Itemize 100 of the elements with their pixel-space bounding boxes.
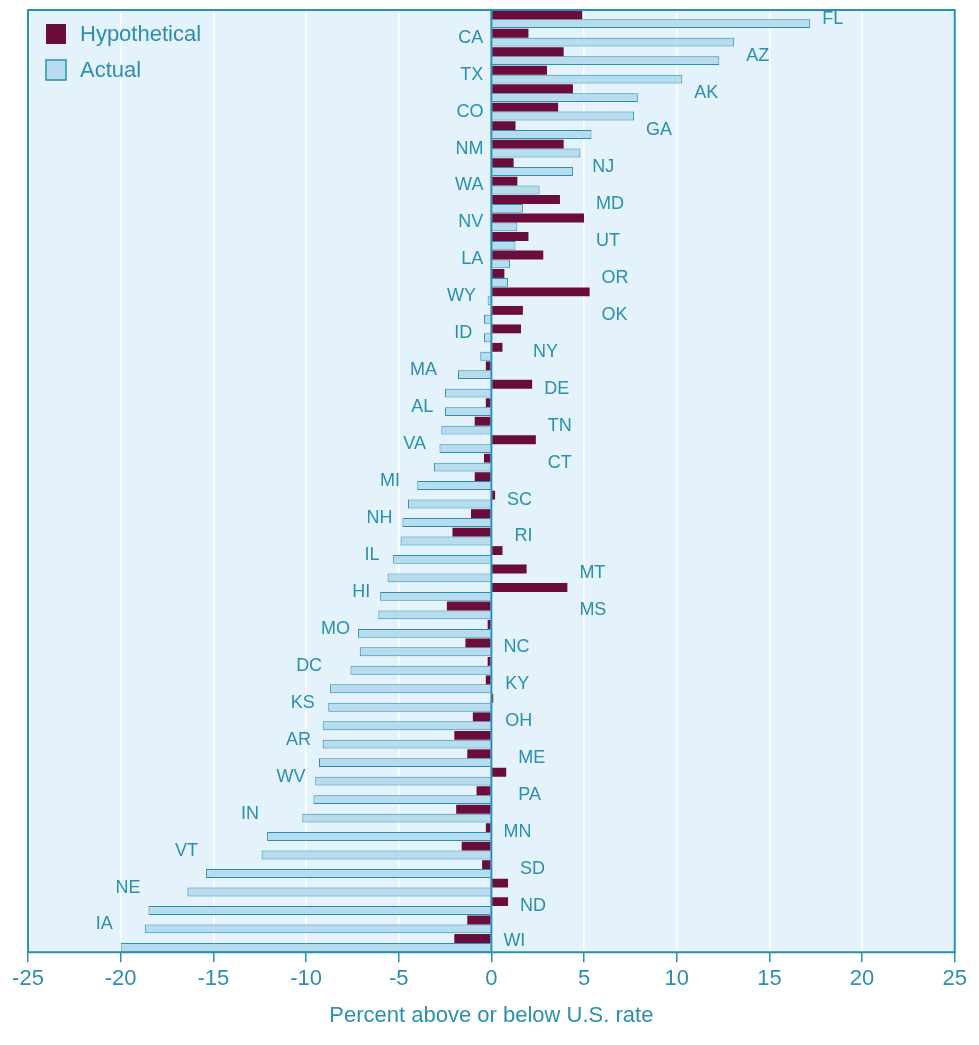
y-tick-label: IL	[364, 543, 380, 564]
bar	[492, 47, 564, 57]
y-tick-label: WI	[503, 930, 526, 951]
bar	[454, 730, 491, 740]
bar	[483, 453, 491, 463]
bar	[492, 379, 533, 389]
bar	[492, 232, 529, 241]
y-tick-label: KS	[290, 691, 315, 712]
bar	[476, 786, 491, 796]
y-tick-label: MO	[320, 617, 350, 638]
bar	[467, 749, 491, 759]
y-tick-label: WY	[446, 285, 476, 306]
y-tick-label: OR	[601, 266, 629, 287]
bar	[465, 638, 491, 648]
y-tick-label: ME	[518, 747, 546, 768]
y-tick-label: LA	[461, 248, 484, 269]
y-tick-label: GA	[646, 119, 673, 140]
bar	[492, 195, 560, 204]
y-tick-label: PA	[518, 784, 541, 805]
x-tick-label: 25	[942, 965, 968, 991]
y-tick-label: UT	[596, 229, 621, 250]
bar	[474, 416, 491, 426]
x-tick-label: -15	[197, 965, 230, 991]
y-tick-label: DC	[296, 654, 323, 675]
y-tick-label: OK	[601, 303, 628, 324]
y-tick-label: MA	[410, 359, 438, 380]
bar	[492, 287, 590, 297]
bar	[492, 897, 509, 907]
y-tick-label: ND	[520, 894, 547, 915]
bar	[474, 472, 491, 482]
bar	[492, 324, 522, 334]
y-tick-label: NY	[533, 340, 559, 361]
y-tick-label: ID	[454, 322, 473, 343]
bar	[492, 121, 516, 131]
y-tick-label: AR	[285, 728, 311, 749]
bar	[482, 860, 491, 870]
bar	[492, 139, 564, 149]
x-tick-label: 0	[485, 965, 498, 991]
bar	[492, 102, 559, 112]
legend-label: Actual	[80, 57, 142, 83]
bar	[492, 213, 585, 223]
y-tick-label: NH	[366, 507, 393, 528]
y-tick-label: WV	[276, 765, 306, 786]
x-tick-label: -20	[104, 965, 137, 991]
y-tick-label: MD	[596, 192, 625, 213]
y-tick-label: RI	[514, 525, 533, 546]
bar	[492, 564, 527, 574]
y-tick-label: CO	[456, 100, 484, 121]
y-tick-label: VA	[403, 433, 426, 454]
y-tick-label: NV	[458, 211, 484, 232]
y-tick-label: NJ	[592, 156, 615, 176]
y-tick-label: OH	[505, 710, 533, 731]
y-tick-label: NM	[455, 137, 484, 158]
y-tick-label: MS	[579, 599, 607, 620]
bar	[472, 712, 491, 722]
bar	[492, 250, 544, 260]
bar	[492, 878, 509, 888]
legend-label: Hypothetical	[80, 21, 202, 47]
bar	[492, 490, 496, 500]
bar	[492, 435, 536, 445]
y-tick-label: CA	[458, 26, 484, 47]
x-tick-label: 5	[577, 965, 591, 991]
y-tick-label: TN	[547, 414, 572, 435]
bar	[492, 28, 529, 38]
bar	[456, 804, 491, 814]
y-tick-label: AL	[411, 396, 434, 417]
y-tick-label: IA	[95, 913, 113, 934]
y-tick-label: MN	[503, 821, 532, 842]
bar	[492, 583, 568, 592]
y-tick-label: MI	[379, 470, 400, 491]
y-tick-label: HI	[352, 580, 371, 601]
bar	[454, 934, 491, 943]
y-tick-label: AK	[694, 82, 719, 103]
bar	[492, 158, 514, 168]
y-tick-label: KY	[505, 673, 530, 694]
y-tick-label: CT	[547, 451, 572, 472]
bar	[492, 767, 507, 777]
y-tick-label: MT	[579, 562, 606, 583]
bar	[492, 176, 518, 186]
y-tick-label: IN	[241, 802, 260, 823]
y-tick-label: SD	[520, 858, 546, 879]
x-tick-label: -10	[290, 965, 322, 991]
bar	[470, 509, 491, 519]
y-tick-label: NC	[503, 636, 530, 657]
y-tick-label: TX	[460, 63, 484, 84]
bar	[492, 269, 505, 278]
bar	[492, 65, 547, 75]
y-tick-label: WA	[455, 174, 484, 195]
bar	[452, 527, 491, 537]
bar	[492, 10, 583, 20]
bar	[461, 841, 491, 851]
bar	[492, 305, 523, 315]
y-tick-label: NE	[115, 876, 141, 897]
y-tick-label: AZ	[746, 45, 770, 66]
bar	[492, 342, 503, 352]
y-tick-label: VT	[174, 839, 198, 860]
x-tick-label: -25	[12, 965, 44, 991]
bar	[492, 84, 573, 94]
x-tick-label: 10	[664, 965, 689, 991]
x-tick-label: -5	[388, 965, 409, 991]
